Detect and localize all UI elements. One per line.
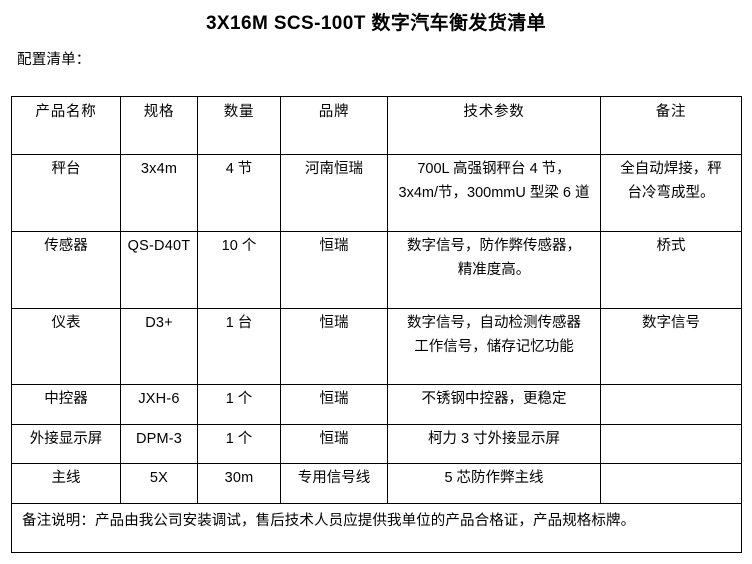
cell-quantity: 1 个 (197, 424, 281, 464)
cell-brand: 恒瑞 (280, 384, 388, 425)
cell-brand: 恒瑞 (280, 308, 388, 385)
cell-product-name: 传感器 (11, 231, 121, 309)
cell-specification: JXH-6 (120, 384, 198, 425)
cell-footer-note: 备注说明：产品由我公司安装调试，售后技术人员应提供我单位的产品合格证，产品规格标… (11, 503, 742, 553)
table-row: 外接显示屏 DPM-3 1 个 恒瑞 柯力 3 寸外接显示屏 (11, 424, 742, 464)
header-quantity: 数量 (197, 96, 281, 155)
cell-technical-parameters: 数字信号，防作弊传感器， 精准度高。 (387, 231, 601, 309)
cell-brand: 恒瑞 (280, 231, 388, 309)
table-footer-note-row: 备注说明：产品由我公司安装调试，售后技术人员应提供我单位的产品合格证，产品规格标… (11, 503, 742, 553)
cell-quantity: 1 台 (197, 308, 281, 385)
cell-remarks: 数字信号 (600, 308, 742, 385)
table-row: 仪表 D3+ 1 台 恒瑞 数字信号，自动检测传感器 工作信号，储存记 (11, 308, 742, 385)
table-header-row: 产品名称 规格 数量 品牌 技术参数 备注 (11, 96, 742, 155)
cell-quantity: 10 个 (197, 231, 281, 309)
cell-technical-parameters: 数字信号，自动检测传感器 工作信号，储存记忆功能 (387, 308, 601, 385)
cell-quantity: 30m (197, 463, 281, 504)
cell-specification: DPM-3 (120, 424, 198, 464)
table-row: 秤台 3x4m 4 节 河南恒瑞 700L 高强钢秤台 4 节， 3x (11, 154, 742, 232)
cell-remarks: 桥式 (600, 231, 742, 309)
cell-technical-parameters: 5 芯防作弊主线 (387, 463, 601, 504)
cell-product-name: 仪表 (11, 308, 121, 385)
cell-remarks (600, 424, 742, 464)
configuration-list-label: 配置清单： (17, 52, 91, 68)
table-row: 传感器 QS-D40T 10 个 恒瑞 数字信号，防作弊传感器， 精准 (11, 231, 742, 309)
cell-product-name: 秤台 (11, 154, 121, 232)
cell-quantity: 1 个 (197, 384, 281, 425)
cell-product-name: 中控器 (11, 384, 121, 425)
header-specification: 规格 (120, 96, 198, 155)
page-title: 3X16M SCS-100T 数字汽车衡发货清单 (205, 13, 547, 34)
cell-brand: 专用信号线 (280, 463, 388, 504)
spec-table-container: 产品名称 规格 数量 品牌 技术参数 备注 (11, 96, 742, 553)
cell-product-name: 外接显示屏 (11, 424, 121, 464)
table-row: 中控器 JXH-6 1 个 恒瑞 不锈钢中控器，更稳定 (11, 384, 742, 425)
cell-remarks: 全自动焊接，秤 台冷弯成型。 (600, 154, 742, 232)
header-brand: 品牌 (280, 96, 388, 155)
header-technical-parameters: 技术参数 (387, 96, 601, 155)
cell-product-name: 主线 (11, 463, 121, 504)
cell-remarks (600, 463, 742, 504)
header-product-name: 产品名称 (11, 96, 121, 155)
table-row: 主线 5X 30m 专用信号线 5 芯防作弊主线 (11, 463, 742, 504)
cell-technical-parameters: 柯力 3 寸外接显示屏 (387, 424, 601, 464)
header-remarks: 备注 (600, 96, 742, 155)
cell-specification: D3+ (120, 308, 198, 385)
cell-specification: 3x4m (120, 154, 198, 232)
cell-remarks (600, 384, 742, 425)
specification-table: 产品名称 规格 数量 品牌 技术参数 备注 (11, 96, 742, 553)
cell-brand: 河南恒瑞 (280, 154, 388, 232)
cell-specification: 5X (120, 463, 198, 504)
cell-technical-parameters: 不锈钢中控器，更稳定 (387, 384, 601, 425)
cell-quantity: 4 节 (197, 154, 281, 232)
cell-specification: QS-D40T (120, 231, 198, 309)
cell-brand: 恒瑞 (280, 424, 388, 464)
cell-technical-parameters: 700L 高强钢秤台 4 节， 3x4m/节，300mmU 型梁 6 道 (387, 154, 601, 232)
